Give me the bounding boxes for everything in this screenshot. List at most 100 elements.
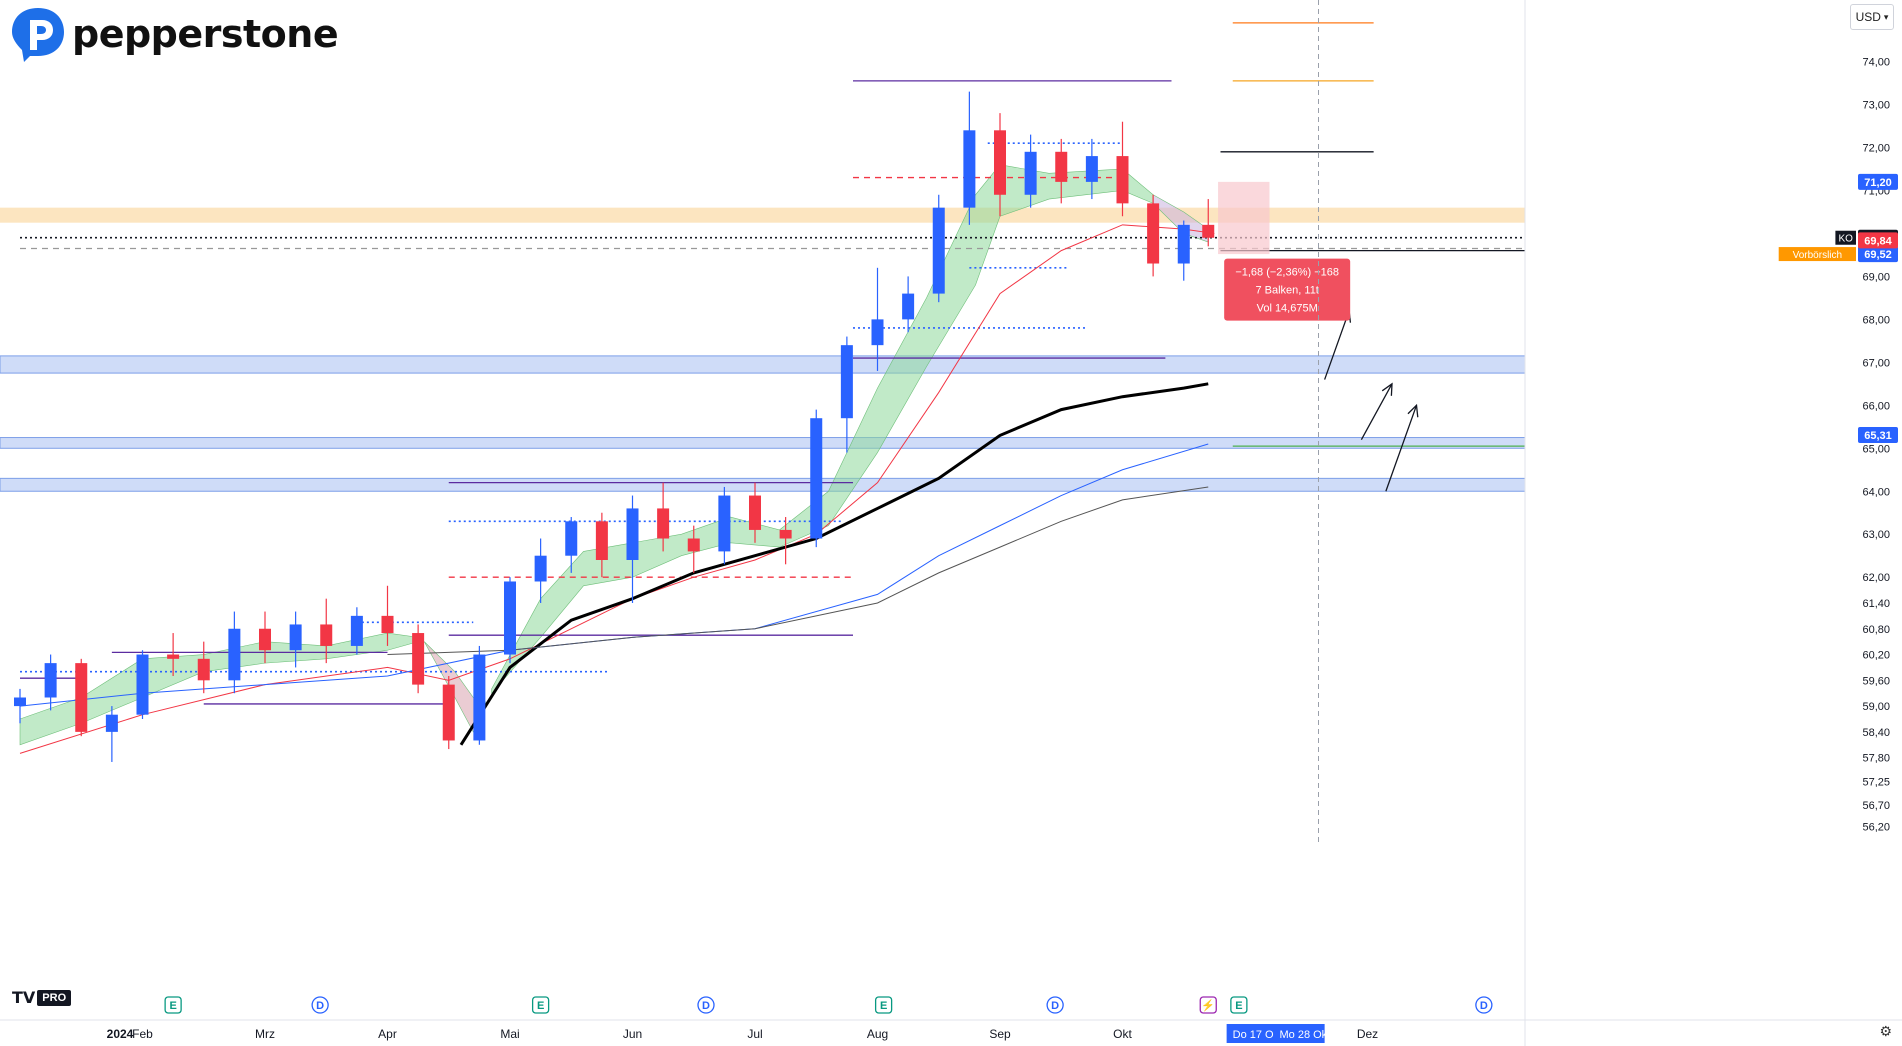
- forecast-arrow-head: [1381, 382, 1393, 396]
- time-tick-label: Apr: [378, 1027, 397, 1041]
- price-tick-label: 68,00: [1862, 314, 1890, 326]
- price-tick-label: 74,00: [1862, 57, 1890, 69]
- time-tick-label: Jun: [623, 1027, 642, 1041]
- date-range-start: Do 17 O: [1233, 1029, 1274, 1041]
- support-zone: [0, 355, 1526, 374]
- date-range-highlight: [1226, 1024, 1325, 1043]
- price-tick-label: 57,80: [1862, 753, 1890, 765]
- candle-body: [749, 495, 761, 530]
- time-tick-label: Dez: [1357, 1027, 1378, 1041]
- brand-logo: pepperstone: [10, 6, 339, 62]
- event-marker-label: E: [880, 1000, 887, 1012]
- moving-average-line: [387, 486, 1209, 656]
- candle-body: [1055, 151, 1068, 182]
- candle-body: [197, 658, 210, 681]
- price-tick-label: 60,80: [1862, 624, 1890, 636]
- time-tick-label: Aug: [867, 1027, 888, 1041]
- candle-body: [1085, 156, 1098, 182]
- time-tick-label: Mrz: [255, 1027, 275, 1041]
- candle-body: [289, 624, 302, 651]
- dividend-marker: [1475, 996, 1493, 1014]
- candle-body: [963, 130, 976, 208]
- time-tick-label: Jul: [747, 1027, 762, 1041]
- price-tag: [1835, 230, 1856, 245]
- candle-body: [718, 495, 731, 552]
- candle-body: [14, 697, 26, 707]
- price-tick-label: 58,40: [1862, 727, 1890, 739]
- event-marker-label: E: [169, 1000, 176, 1012]
- price-tick-label: 59,60: [1862, 675, 1890, 687]
- candle-body: [902, 293, 915, 320]
- tv-pro-badge: PRO: [37, 989, 72, 1006]
- candle-body: [932, 207, 945, 294]
- price-tag-label: KO: [1838, 234, 1853, 245]
- candle-body: [136, 654, 149, 715]
- candle-body: [871, 319, 884, 346]
- pepperstone-logo-icon: [12, 8, 64, 62]
- price-tick-label: 65,00: [1862, 443, 1890, 455]
- price-tick-label: 67,00: [1862, 357, 1890, 369]
- measure-tooltip-line: 7 Balken, 11t: [1255, 285, 1318, 297]
- measure-tooltip-line: −1,68 (−2,36%) −168: [1235, 267, 1339, 279]
- candle-body: [595, 521, 608, 560]
- candle-body: [1147, 203, 1160, 264]
- price-tick-label: 63,00: [1862, 529, 1890, 541]
- price-tick-label: 56,70: [1862, 800, 1890, 812]
- dividend-marker: [697, 996, 715, 1014]
- moving-average-line: [459, 382, 1209, 746]
- time-tick-label: Sep: [989, 1027, 1011, 1041]
- candle-body: [657, 508, 670, 539]
- candle-body: [320, 624, 333, 646]
- dividend-marker: [311, 996, 329, 1014]
- price-tick-label: 69,00: [1862, 271, 1890, 283]
- price-tick-label: 60,20: [1862, 650, 1890, 662]
- forecast-arrow: [1385, 405, 1418, 492]
- candle-body: [534, 555, 547, 582]
- moving-average-line: [19, 224, 1215, 754]
- price-label-badge: [1858, 426, 1898, 443]
- candle-body: [687, 538, 700, 552]
- tradingview-mark-icon: TV: [12, 988, 36, 1007]
- brand-name: pepperstone: [72, 12, 339, 56]
- time-tick-label: Okt: [1113, 1027, 1132, 1041]
- candle-body: [167, 654, 180, 659]
- forecast-arrow-head: [1407, 403, 1419, 418]
- price-label-text: 71,20: [1864, 177, 1892, 189]
- candle-body: [565, 521, 578, 556]
- candle-body: [1024, 151, 1037, 195]
- event-marker-label: D: [1051, 1000, 1059, 1012]
- candle-body: [228, 628, 241, 681]
- candle-body: [473, 654, 486, 741]
- price-tick-label: 59,00: [1862, 701, 1890, 713]
- price-tick-label: 61,40: [1862, 598, 1890, 610]
- gear-icon[interactable]: ⚙: [1879, 1023, 1892, 1039]
- currency-label: USD: [1855, 10, 1881, 24]
- candle-body: [1177, 224, 1190, 264]
- event-marker-label: E: [537, 1000, 544, 1012]
- candle-body: [1116, 156, 1129, 204]
- time-tick-label: Mai: [500, 1027, 519, 1041]
- price-tag-label: Vorbörslich: [1793, 250, 1842, 261]
- candle-body: [504, 581, 516, 655]
- currency-selector[interactable]: USD ▾: [1850, 4, 1894, 30]
- price-tick-label: 72,00: [1862, 143, 1890, 155]
- date-range-end: Mo 28 Okt '24: [1280, 1029, 1348, 1041]
- support-zone: [0, 477, 1526, 492]
- price-label-text: 65,31: [1864, 430, 1892, 442]
- candle-body: [75, 663, 88, 732]
- forecast-arrow: [1324, 310, 1350, 380]
- price-tick-label: 56,20: [1862, 821, 1890, 833]
- dividend-marker: [1046, 996, 1064, 1014]
- forecast-arrow: [1360, 383, 1393, 440]
- event-marker-label: D: [1480, 1000, 1488, 1012]
- time-tick-label: 2024: [107, 1027, 134, 1041]
- price-label-badge: [1858, 173, 1898, 190]
- candle-body: [105, 714, 118, 732]
- candle-body: [779, 529, 792, 539]
- candle-body: [259, 628, 271, 651]
- earnings-marker: [1199, 996, 1217, 1014]
- price-tag: [1778, 247, 1856, 262]
- earnings-marker: [164, 996, 182, 1014]
- candle-body: [44, 663, 57, 698]
